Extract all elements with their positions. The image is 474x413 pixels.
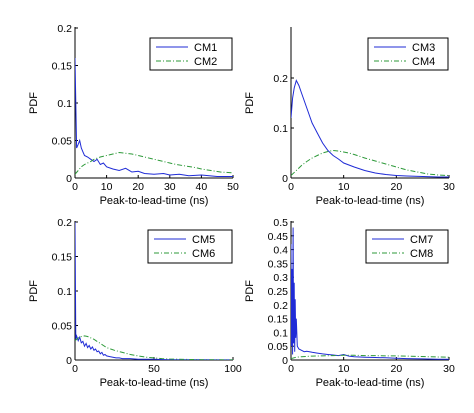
y-tick-label: 0.1 [273, 327, 288, 339]
y-axis-label: PDF [244, 92, 256, 114]
series-cm6-line [75, 335, 234, 360]
series-cm1-line [75, 57, 233, 177]
panel-2: 0 10 20 30 0 0.1 0.2 Peak-to-lead-time (ns) PDF C… [244, 27, 455, 207]
y-tick-label: 0.15 [268, 314, 289, 326]
x-tick-label: 10 [338, 181, 350, 193]
x-tick-label: 10 [338, 363, 350, 375]
x-tick-label: 100 [224, 363, 242, 375]
legend-label-cm1: CM1 [194, 42, 217, 54]
y-tick-label: 0 [66, 355, 72, 367]
y-tick-label: 0.5 [273, 217, 288, 229]
y-tick-label: 0.2 [57, 23, 72, 35]
legend-box [147, 229, 233, 264]
y-axis-label: PDF [28, 92, 40, 114]
y-tick-label: 0.2 [273, 300, 288, 312]
x-tick-label: 30 [164, 181, 176, 193]
y-tick-label: 0.1 [273, 123, 288, 135]
legend-label-cm6: CM6 [192, 248, 215, 260]
x-tick-label: 20 [390, 363, 402, 375]
x-tick-label: 0 [72, 363, 78, 375]
legend-label-cm5: CM5 [192, 234, 215, 246]
series-cm4-line [291, 149, 450, 176]
y-tick-label: 0.15 [52, 61, 73, 73]
x-tick-label: 20 [390, 181, 402, 193]
x-tick-label: 50 [148, 363, 160, 375]
y-tick-label: 0.35 [268, 258, 289, 270]
y-axis-label: PDF [244, 280, 256, 302]
y-tick-label: 0.05 [52, 136, 73, 148]
series-cm2-line [75, 151, 234, 175]
y-tick-label: 0 [66, 173, 72, 185]
y-tick-label: 0 [282, 173, 288, 185]
x-tick-label: 0 [288, 181, 294, 193]
panel-1: 0 10 20 30 40 50 0 0.05 0.1 0.15 0.2 Peak-to-lead-t… [28, 23, 239, 207]
x-tick-label: 50 [227, 181, 239, 193]
legend-label-cm3: CM3 [412, 42, 435, 54]
legend-box [149, 37, 233, 71]
x-tick-label: 0 [288, 363, 294, 375]
x-tick-label: 0 [72, 181, 78, 193]
y-axis-label: PDF [28, 280, 40, 302]
x-axis-label: Peak-to-lead-time (ns) [100, 377, 209, 389]
y-tick-label: 0.4 [273, 245, 288, 257]
x-axis-label: Peak-to-lead-time (ns) [100, 195, 209, 207]
y-tick-label: 0.2 [57, 217, 72, 229]
y-tick-label: 0.25 [268, 286, 289, 298]
legend-label-cm8: CM8 [410, 248, 433, 260]
series-cm3-line [291, 79, 449, 178]
y-tick-label: 0.3 [273, 272, 288, 284]
x-tick-label: 30 [443, 181, 455, 193]
panel-3: 0 50 100 0 0.05 0.1 0.15 0.2 Peak-to-lead-time (… [28, 217, 242, 389]
y-tick-label: 0.15 [52, 252, 73, 264]
x-tick-label: 40 [196, 181, 208, 193]
legend-box [365, 229, 449, 264]
panel-4: 0 10 20 30 0 0.05 0.10.15 0.2 0.25 0.3 0.350.4 0.45… [244, 217, 455, 389]
x-tick-label: 30 [443, 363, 455, 375]
x-axis-label: Peak-to-lead-time (ns) [316, 195, 425, 207]
x-tick-label: 10 [101, 181, 113, 193]
x-axis-label: Peak-to-lead-time (ns) [316, 377, 425, 389]
y-tick-label: 0.45 [268, 231, 289, 243]
legend-label-cm4: CM4 [412, 56, 435, 68]
y-tick-label: 0.1 [57, 286, 72, 298]
legend-label-cm2: CM2 [194, 56, 217, 68]
series-cm5-line [75, 221, 233, 360]
x-tick-label: 20 [132, 181, 144, 193]
series-cm8-line [291, 354, 450, 360]
legend-box [367, 37, 449, 71]
y-tick-label: 0.05 [268, 341, 289, 353]
y-tick-label: 0.2 [273, 73, 288, 85]
y-tick-label: 0 [282, 355, 288, 367]
series-cm7-line [291, 227, 449, 360]
legend-label-cm7: CM7 [410, 234, 433, 246]
y-tick-label: 0.1 [57, 98, 72, 110]
y-tick-label: 0.05 [52, 321, 73, 333]
